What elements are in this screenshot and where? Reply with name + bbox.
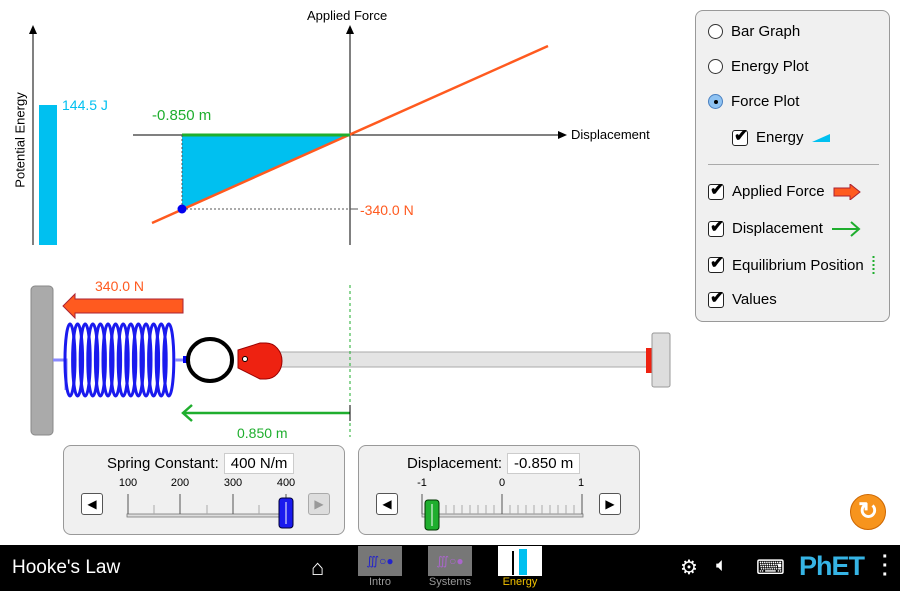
force-plot-point (177, 204, 187, 214)
checkbox-energy[interactable]: Energy (732, 126, 830, 146)
checkbox-equilibrium-position[interactable]: Equilibrium Position (708, 253, 875, 274)
spring-constant-decrement-button[interactable]: ◀ (81, 493, 103, 515)
phet-logo[interactable]: PhET (799, 551, 865, 581)
tick-label: -1 (417, 477, 427, 489)
menu-kebab-icon[interactable]: · · · (882, 546, 889, 586)
navigation-bar: Hooke's Law ⌂ ∭○● Intro ∭○● Systems Ener… (0, 545, 900, 591)
spring-constant-slider[interactable] (119, 491, 299, 531)
potential-energy-axis-label: Potential Energy (12, 92, 28, 188)
displacement-control: Displacement: -0.850 m ◀ ▶ -1 0 1 (358, 445, 640, 535)
systems-screen-icon: ∭○● (428, 546, 472, 576)
radio-bar-graph[interactable]: Bar Graph (708, 23, 800, 40)
spring (63, 322, 176, 398)
home-icon[interactable]: ⌂ (311, 555, 325, 580)
displacement-control-value: -0.850 m (507, 453, 581, 474)
spring-constant-control: Spring Constant: 400 N/m ◀ ▶ 100 200 300… (63, 445, 345, 535)
tick-label: 100 (118, 477, 138, 489)
rod (277, 351, 649, 368)
displacement-increment-button[interactable]: ▶ (599, 493, 621, 515)
spring-constant-increment-button[interactable]: ▶ (308, 493, 330, 515)
tick-label: 0 (498, 477, 506, 489)
displacement-arrow-icon (831, 220, 861, 237)
simulation-canvas (29, 25, 671, 437)
energy-triangle-icon (811, 133, 830, 142)
applied-force-axis-label: Applied Force (307, 8, 388, 23)
sound-icon[interactable]: 🔈︎ (716, 555, 728, 576)
displacement-value: 0.850 m (237, 425, 288, 441)
plot-force-value: -340.0 N (360, 202, 414, 218)
displacement-control-label: Displacement: (407, 455, 503, 472)
spring-constant-value: 400 N/m (223, 453, 295, 474)
applied-force-arrow (62, 292, 184, 320)
checkbox-displacement[interactable]: Displacement (708, 217, 861, 237)
potential-energy-bar (39, 105, 57, 245)
settings-gear-icon[interactable]: ⚙ (680, 557, 698, 579)
tick-label: 200 (170, 477, 190, 489)
displacement-axis-label: Displacement (571, 127, 650, 142)
wall (30, 285, 54, 436)
screen-tab-energy[interactable]: Energy (498, 546, 542, 588)
tick-label: 300 (223, 477, 243, 489)
equilibrium-line-icon (872, 256, 875, 274)
checkbox-applied-force[interactable]: Applied Force (708, 180, 861, 200)
intro-screen-icon: ∭○● (358, 546, 402, 576)
rod-end-stop (651, 332, 671, 388)
applied-force-value: 340.0 N (95, 278, 145, 294)
screen-tab-intro[interactable]: ∭○● Intro (358, 546, 402, 588)
displacement-slider[interactable] (414, 491, 594, 531)
tick-label: 400 (276, 477, 296, 489)
screen-tab-systems[interactable]: ∭○● Systems (428, 546, 472, 588)
tick-label: 1 (577, 477, 585, 489)
keyboard-icon[interactable]: ⌨ (756, 557, 785, 579)
displacement-decrement-button[interactable]: ◀ (376, 493, 398, 515)
sim-title: Hooke's Law (12, 557, 121, 578)
ring (186, 337, 234, 383)
applied-force-arrow-icon (833, 183, 861, 200)
reset-all-button[interactable]: ↻ (850, 494, 886, 530)
plot-displacement-value: -0.850 m (152, 107, 212, 124)
hook-handle[interactable] (237, 342, 283, 380)
spring-constant-label: Spring Constant: (107, 455, 219, 472)
checkbox-values[interactable]: Values (708, 288, 777, 308)
potential-energy-value: 144.5 J (62, 97, 108, 113)
visibility-control-panel: Bar Graph Energy Plot Force Plot Energy … (695, 10, 890, 322)
radio-energy-plot[interactable]: Energy Plot (708, 58, 809, 75)
radio-force-plot[interactable]: Force Plot (708, 93, 799, 110)
energy-screen-icon (498, 546, 542, 576)
